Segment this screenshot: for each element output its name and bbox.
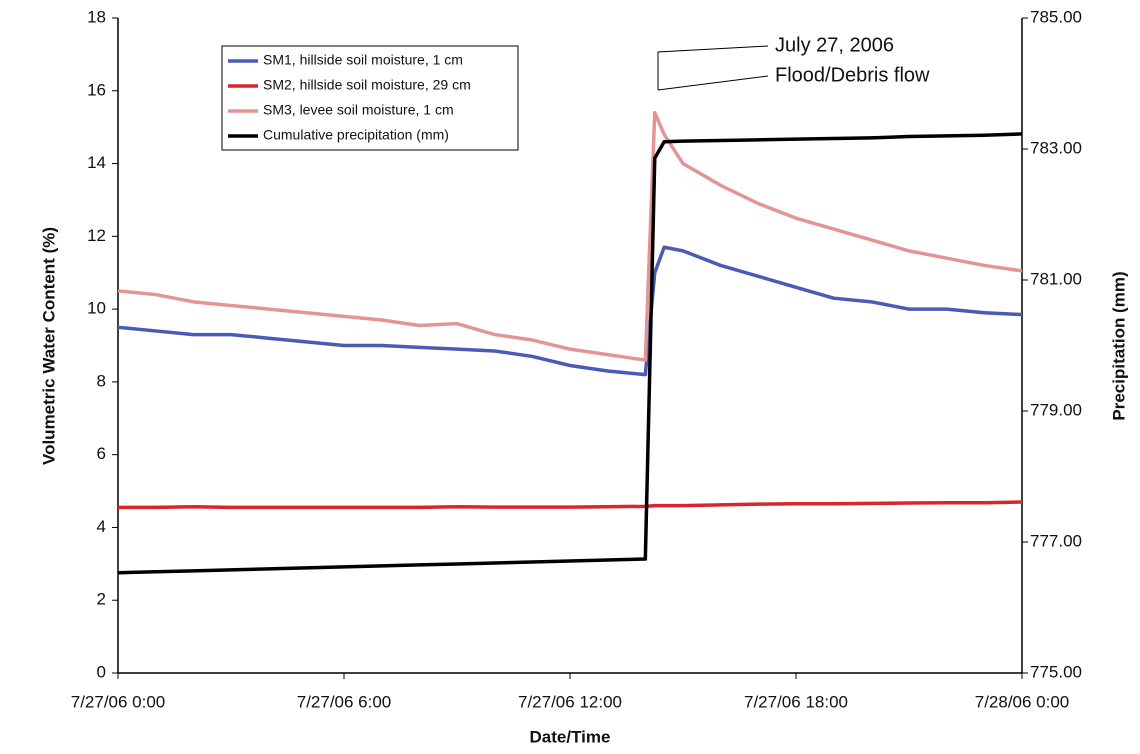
- legend-label: SM1, hillside soil moisture, 1 cm: [263, 52, 463, 68]
- y2-tick-label: 779.00: [1030, 400, 1082, 419]
- y-tick-label: 0: [97, 662, 106, 681]
- x-tick-label: 7/27/06 0:00: [71, 692, 166, 711]
- y2-tick-label: 783.00: [1030, 138, 1082, 157]
- y-axis-label: Volumetric Water Content (%): [39, 227, 58, 465]
- annotation-leader: [657, 75, 769, 91]
- y-tick-label: 2: [97, 590, 106, 609]
- y-tick-label: 12: [87, 226, 106, 245]
- y-tick-label: 6: [97, 444, 106, 463]
- annotation: Flood/Debris flow: [775, 64, 930, 86]
- x-tick-label: 7/27/06 12:00: [518, 692, 622, 711]
- legend-label: SM2, hillside soil moisture, 29 cm: [263, 77, 471, 93]
- y2-tick-label: 775.00: [1030, 662, 1082, 681]
- y-tick-label: 16: [87, 80, 106, 99]
- legend-label: Cumulative precipitation (mm): [263, 127, 449, 143]
- series-line: [117, 245, 1023, 377]
- y2-axis-label: Precipitation (mm): [1109, 271, 1128, 420]
- y2-tick-label: 781.00: [1030, 269, 1082, 288]
- legend-box: [221, 45, 519, 151]
- annotation-leader: [657, 45, 769, 90]
- series-line: [117, 110, 1023, 362]
- y-tick-label: 8: [97, 371, 106, 390]
- y-tick-label: 4: [97, 517, 106, 536]
- series-line: [117, 132, 1023, 575]
- y2-tick-label: 777.00: [1030, 531, 1082, 550]
- x-axis-label: Date/Time: [530, 727, 611, 746]
- x-tick-label: 7/27/06 6:00: [297, 692, 392, 711]
- y-tick-label: 10: [87, 299, 106, 318]
- x-tick-label: 7/28/06 0:00: [975, 692, 1070, 711]
- y-tick-label: 18: [87, 7, 106, 26]
- series-line: [118, 500, 1023, 510]
- annotation: July 27, 2006: [775, 34, 894, 56]
- y-tick-label: 14: [87, 153, 106, 172]
- legend-label: SM3, levee soil moisture, 1 cm: [263, 102, 454, 118]
- y2-tick-label: 785.00: [1030, 7, 1082, 26]
- x-tick-label: 7/27/06 18:00: [744, 692, 848, 711]
